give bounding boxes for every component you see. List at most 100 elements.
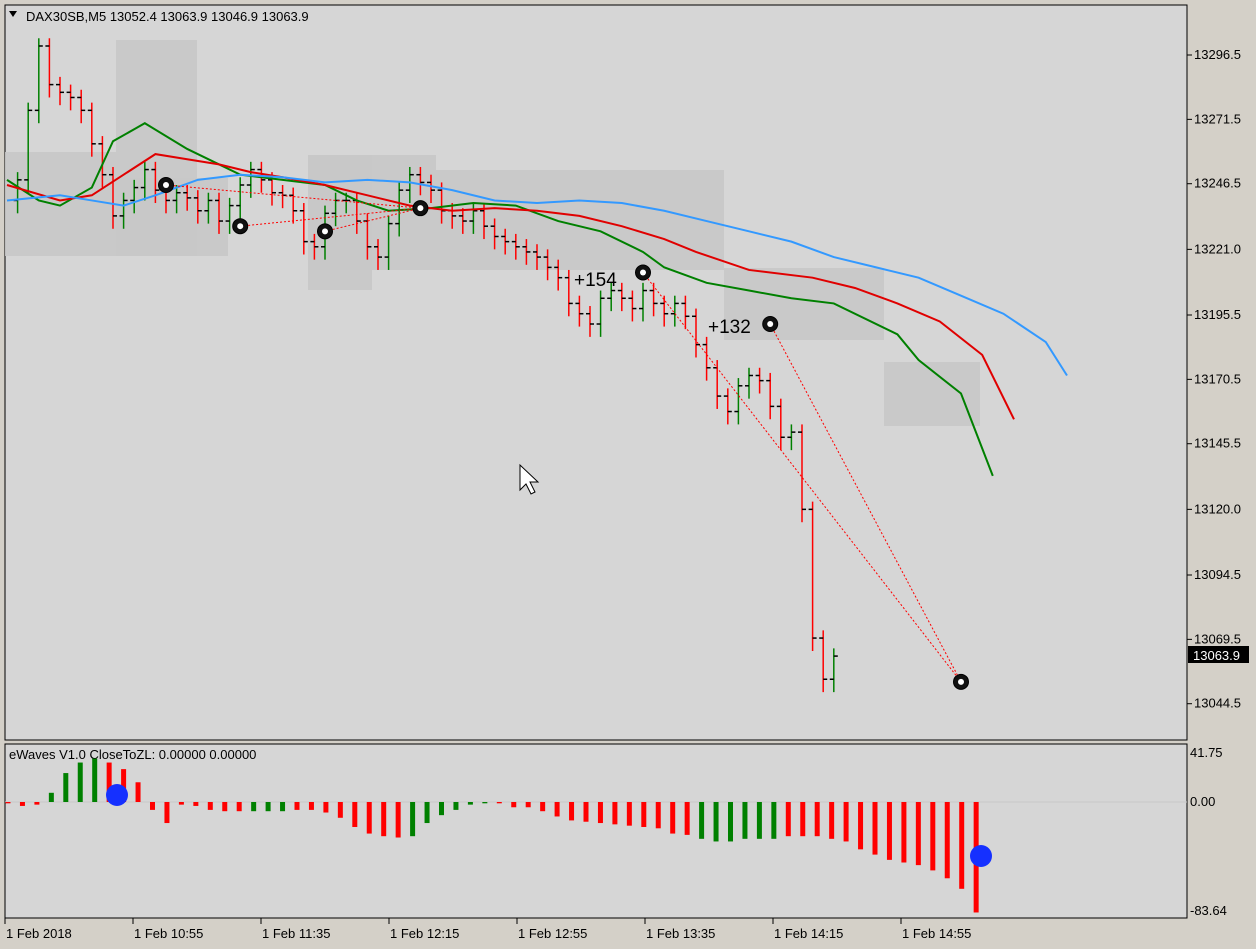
oscillator-bar xyxy=(872,802,878,855)
collapse-triangle-icon[interactable] xyxy=(9,11,17,17)
oscillator-bar xyxy=(597,802,603,824)
price-tick-label: 13069.5 xyxy=(1194,631,1241,646)
oscillator-bar xyxy=(626,802,632,826)
bull-bar xyxy=(384,215,393,270)
sub-tick-label: 41.75 xyxy=(1190,745,1223,760)
oscillator-bar xyxy=(771,802,777,839)
bear-bar xyxy=(723,388,732,425)
bull-bar xyxy=(140,161,149,201)
bear-bar xyxy=(299,203,308,255)
price-tick-label: 13221.0 xyxy=(1194,241,1241,256)
oscillator-bar xyxy=(135,782,141,802)
bear-bar xyxy=(564,269,573,317)
oscillator-bar xyxy=(612,802,618,825)
oscillator-bar xyxy=(858,802,864,850)
oscillator-bar xyxy=(308,802,314,810)
session-box xyxy=(5,152,116,256)
session-box xyxy=(884,362,980,426)
bear-bar xyxy=(617,282,626,312)
oscillator-bar xyxy=(236,802,242,812)
bear-bar xyxy=(649,282,658,317)
sub-axis: 41.75 0.00 -83.64 xyxy=(1190,745,1227,918)
oscillator-bar xyxy=(395,802,401,838)
price-tick-label: 13195.5 xyxy=(1194,307,1241,322)
oscillator-bar xyxy=(511,802,517,808)
bull-bar xyxy=(596,290,605,337)
bear-bar xyxy=(798,424,806,523)
oscillator-bar xyxy=(569,802,575,821)
time-tick-label: 1 Feb 10:55 xyxy=(134,926,203,941)
bear-bar xyxy=(427,174,435,204)
trade-marker-dot xyxy=(767,321,774,328)
time-axis: 1 Feb 2018 1 Feb 10:55 1 Feb 11:35 1 Feb 12… xyxy=(4,918,971,941)
oscillator-bar xyxy=(294,802,300,810)
bear-bar xyxy=(755,367,764,394)
oscillator-bar xyxy=(352,802,358,827)
oscillator-bar xyxy=(439,802,444,816)
oscillator-bars xyxy=(5,758,1187,913)
oscillator-bar xyxy=(699,802,705,839)
oscillator-bar xyxy=(280,802,286,812)
wave-count-icon xyxy=(970,845,992,867)
sub-tick-label: -83.64 xyxy=(1190,903,1227,918)
oscillator-bar xyxy=(554,802,560,817)
oscillator-bar xyxy=(915,802,921,866)
bear-bar xyxy=(66,84,75,111)
bull-bar xyxy=(236,177,245,219)
bear-bar xyxy=(533,244,541,270)
bear-bar xyxy=(522,239,531,265)
oscillator-bar xyxy=(756,802,762,839)
bear-bar xyxy=(766,372,775,420)
oscillator-bar xyxy=(742,802,748,839)
price-tick-label: 13145.5 xyxy=(1194,436,1241,451)
oscillator-bar xyxy=(959,802,965,889)
time-tick-label: 1 Feb 14:55 xyxy=(902,926,971,941)
bear-bar xyxy=(490,218,499,250)
oscillator-bar xyxy=(814,802,820,837)
bear-bar xyxy=(543,249,552,281)
price-tick-label: 13271.5 xyxy=(1194,111,1241,126)
oscillator-bar xyxy=(482,802,488,804)
price-axis: 13296.5 13271.5 13246.5 13221.0 13195.5 13170… xyxy=(1187,47,1241,711)
oscillator-bar xyxy=(323,802,329,813)
bear-bar xyxy=(692,308,700,358)
oscillator-bar xyxy=(251,802,257,812)
bull-bar xyxy=(225,197,234,234)
bear-bar xyxy=(808,501,817,651)
oscillator-bar xyxy=(337,802,343,818)
sub-plot-area[interactable] xyxy=(4,743,1188,919)
oscillator-bar xyxy=(713,802,719,842)
oscillator-bar xyxy=(800,802,806,837)
price-tick-label: 13170.5 xyxy=(1194,371,1241,386)
bear-bar xyxy=(458,208,467,234)
oscillator-bar xyxy=(670,802,676,834)
bear-bar xyxy=(416,166,425,196)
oscillator-bar xyxy=(684,802,690,835)
bear-bar xyxy=(183,185,192,211)
trade-markers xyxy=(158,177,969,690)
session-box xyxy=(436,170,724,270)
sub-header: eWaves V1.0 CloseToZL: 0.00000 0.00000 xyxy=(9,747,256,762)
oscillator-bar xyxy=(5,802,11,804)
oscillator-bar xyxy=(785,802,791,837)
price-tick-label: 13094.5 xyxy=(1194,567,1241,582)
trade-marker-dot xyxy=(163,182,169,188)
bear-bar xyxy=(98,136,107,188)
time-tick-label: 1 Feb 2018 xyxy=(6,926,72,941)
oscillator-bar xyxy=(453,802,459,810)
annotation-plus-132: +132 xyxy=(708,317,751,338)
oscillator-bar xyxy=(19,802,25,806)
bear-bar xyxy=(56,76,64,106)
time-tick-label: 1 Feb 12:15 xyxy=(390,926,459,941)
oscillator-bar xyxy=(641,802,647,827)
oscillator-bar xyxy=(150,802,155,810)
oscillator-bar xyxy=(106,762,112,802)
bull-bar xyxy=(639,282,647,322)
oscillator-bar xyxy=(178,802,184,805)
mouse-cursor-icon xyxy=(519,463,540,495)
oscillator-bar xyxy=(63,773,69,802)
oscillator-bar xyxy=(265,802,271,812)
bull-bar xyxy=(130,179,139,214)
